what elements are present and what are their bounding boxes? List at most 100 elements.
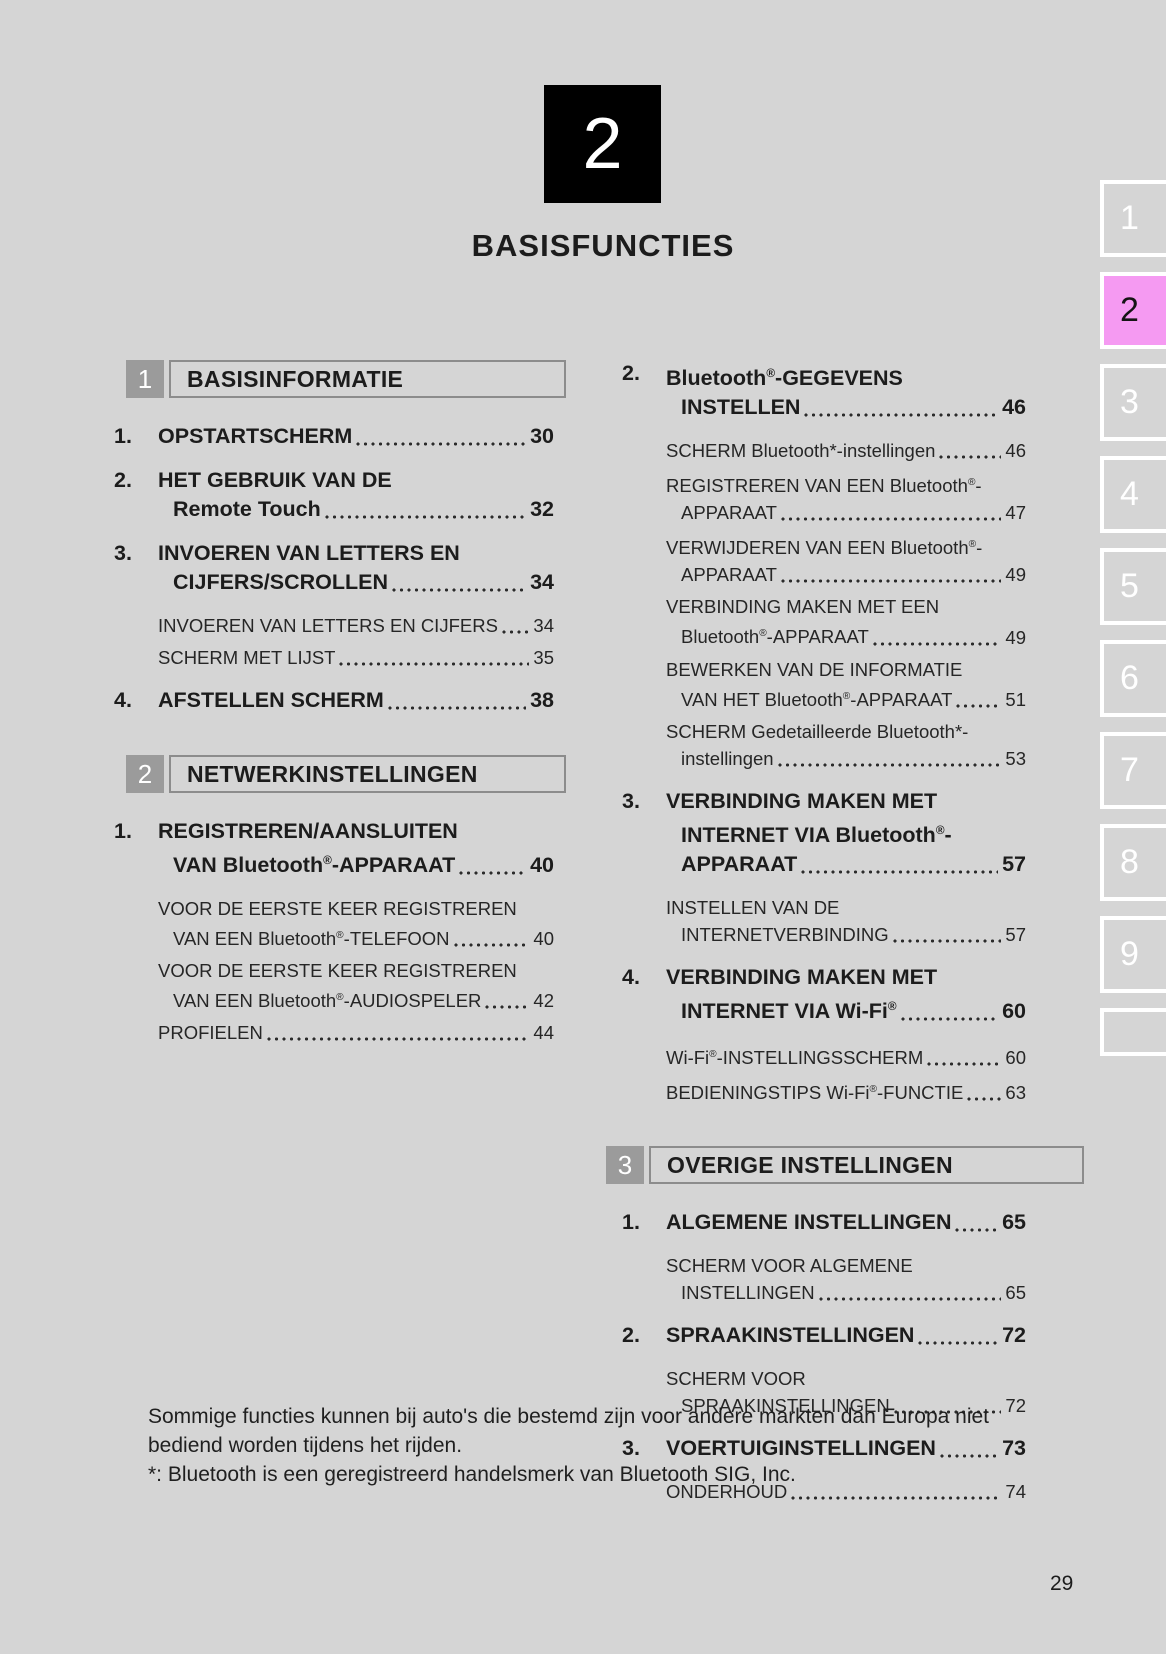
entry-line: SCHERM VOOR ALGEMENE bbox=[666, 1252, 1026, 1279]
footer-note-driving: Sommige functies kunnen bij auto's die b… bbox=[148, 1405, 989, 1457]
entry-line: VERBINDING MAKEN MET bbox=[666, 787, 1026, 816]
entry-text: INTERNET VIA Wi-Fi® bbox=[681, 998, 897, 1024]
entry-page-number: 46 bbox=[1005, 440, 1026, 462]
entry-line: OPSTARTSCHERM 30 bbox=[158, 422, 554, 451]
chapter-tab-5: 5 bbox=[1100, 548, 1166, 625]
entry-page-number: 49 bbox=[1005, 564, 1026, 586]
chapter-tab-1: 1 bbox=[1100, 180, 1166, 257]
dot-leader bbox=[939, 1453, 999, 1460]
entry-page-number: 44 bbox=[533, 1022, 554, 1044]
entry-text: instellingen bbox=[681, 747, 774, 769]
entry-page-number: 42 bbox=[533, 990, 554, 1012]
entry-text: VERBINDING MAKEN MET bbox=[666, 964, 938, 989]
entry-page-number: 34 bbox=[530, 570, 554, 594]
toc-entry: VERWIJDEREN VAN EEN Bluetooth®- APPARAAT 4… bbox=[622, 531, 1026, 588]
entry-page-number: 40 bbox=[533, 928, 554, 950]
dot-leader bbox=[453, 942, 530, 949]
entry-number: 4. bbox=[114, 688, 132, 712]
chapter-tab-3: 3 bbox=[1100, 364, 1166, 441]
entry-number bbox=[114, 612, 158, 639]
toc-entry: SCHERM VOOR ALGEMENE INSTELLINGEN 65 bbox=[622, 1252, 1026, 1306]
entry-line: SCHERM VOOR bbox=[666, 1365, 1026, 1392]
entry-page-number: 35 bbox=[533, 647, 554, 668]
section-number-badge: 1 bbox=[126, 360, 164, 398]
entry-page-number: 30 bbox=[530, 424, 554, 448]
entry-line: CIJFERS/SCROLLEN 34 bbox=[158, 568, 554, 597]
entry-line: VERWIJDEREN VAN EEN Bluetooth®- bbox=[666, 531, 1026, 561]
entry-body: OPSTARTSCHERM 30 bbox=[158, 422, 554, 451]
entry-page-number: 49 bbox=[1005, 626, 1026, 648]
section-header: 3 OVERIGE INSTELLINGEN bbox=[606, 1146, 1084, 1185]
entry-number: 3. bbox=[622, 788, 640, 813]
entry-line: VOOR DE EERSTE KEER REGISTREREN bbox=[158, 957, 554, 984]
entry-text: VAN EEN Bluetooth®-TELEFOON bbox=[173, 928, 450, 950]
toc-entry: INVOEREN VAN LETTERS EN CIJFERS 34 bbox=[114, 612, 554, 639]
entry-text: INSTELLEN VAN DE bbox=[666, 896, 840, 918]
toc-entry: BEDIENINGSTIPS Wi-Fi®-FUNCTIE 63 bbox=[622, 1076, 1026, 1106]
entry-text: Bluetooth®-APPARAAT bbox=[681, 626, 869, 648]
toc-column-right: 2. Bluetooth®-GEGEVENS INSTELLEN 46 SCHERM B… bbox=[606, 344, 1084, 1510]
entry-page-number: 32 bbox=[530, 497, 554, 521]
entry-number: 2. bbox=[622, 1323, 640, 1348]
dot-leader bbox=[818, 1296, 1002, 1303]
entry-line: BEWERKEN VAN DE INFORMATIE bbox=[666, 656, 1026, 683]
section-number-badge: 3 bbox=[606, 1146, 644, 1185]
section-header: 1 BASISINFORMATIE bbox=[126, 360, 566, 398]
entry-page-number: 72 bbox=[1005, 1395, 1026, 1417]
entry-number: 1. bbox=[114, 819, 132, 843]
toc-entry: 3. VOERTUIGINSTELLINGEN 73 bbox=[622, 1434, 1026, 1463]
entry-body: SCHERM Gedetailleerde Bluetooth*- instell… bbox=[666, 718, 1026, 772]
section-title: BASISINFORMATIE bbox=[169, 360, 566, 398]
entry-text: SCHERM MET LIJST bbox=[158, 647, 336, 668]
entry-page-number: 65 bbox=[1005, 1282, 1026, 1304]
dot-leader bbox=[387, 705, 527, 711]
entry-number bbox=[622, 1076, 666, 1106]
entry-text: VERWIJDEREN VAN EEN Bluetooth®- bbox=[666, 537, 983, 559]
entry-page-number: 57 bbox=[1002, 851, 1026, 876]
dot-leader bbox=[485, 1004, 530, 1011]
dot-leader bbox=[900, 1016, 999, 1023]
entry-line: INTERNETVERBINDING 57 bbox=[666, 921, 1026, 948]
entry-text: VAN Bluetooth®-APPARAAT bbox=[173, 853, 456, 878]
toc-entry: SCHERM VOOR SPRAAKINSTELLINGEN 72 bbox=[622, 1365, 1026, 1419]
entry-number: 1. bbox=[114, 424, 132, 448]
entry-text: INTERNET VIA Bluetooth®- bbox=[681, 822, 952, 847]
entry-body: ALGEMENE INSTELLINGEN 65 bbox=[666, 1208, 1026, 1237]
entry-body: INVOEREN VAN LETTERS EN CIJFERS/SCROLLEN 3… bbox=[158, 539, 554, 597]
chapter-number-box: 2 bbox=[544, 85, 661, 203]
entry-page-number: 73 bbox=[1002, 1436, 1026, 1461]
toc-entry: VOOR DE EERSTE KEER REGISTREREN VAN EEN B… bbox=[114, 957, 554, 1014]
entry-line: INTERNET VIA Bluetooth®- bbox=[666, 816, 1026, 850]
entry-line: VERBINDING MAKEN MET EEN bbox=[666, 593, 1026, 620]
dot-leader bbox=[324, 514, 527, 520]
entry-line: ALGEMENE INSTELLINGEN 65 bbox=[666, 1208, 1026, 1237]
dot-leader bbox=[872, 640, 1002, 647]
entry-number bbox=[622, 437, 666, 464]
chapter-number: 2 bbox=[582, 104, 623, 184]
section-number-badge: 2 bbox=[126, 755, 164, 793]
entry-line: INSTELLINGEN 65 bbox=[666, 1279, 1026, 1306]
entry-line: ONDERHOUD 74 bbox=[666, 1478, 1026, 1505]
entry-page-number: 47 bbox=[1005, 502, 1026, 524]
toc-entry: 3. INVOEREN VAN LETTERS EN CIJFERS/SCROLLE… bbox=[114, 539, 554, 597]
entry-text: APPARAAT bbox=[681, 502, 777, 524]
entry-line: INVOEREN VAN LETTERS EN CIJFERS 34 bbox=[158, 612, 554, 639]
dot-leader bbox=[939, 454, 1002, 461]
entry-page-number: 34 bbox=[533, 615, 554, 636]
entry-line: SPRAAKINSTELLINGEN 72 bbox=[666, 1392, 1026, 1419]
toc-entry: REGISTREREN VAN EEN Bluetooth®- APPARAAT 4… bbox=[622, 469, 1026, 526]
dot-leader bbox=[791, 1495, 1002, 1502]
entry-line: REGISTREREN VAN EEN Bluetooth®- bbox=[666, 469, 1026, 499]
dot-leader bbox=[918, 1340, 999, 1347]
entry-line: INSTELLEN VAN DE bbox=[666, 894, 1026, 921]
entry-body: INVOEREN VAN LETTERS EN CIJFERS 34 bbox=[158, 612, 554, 639]
dot-leader bbox=[955, 1227, 999, 1234]
entry-text: APPARAAT bbox=[681, 851, 798, 876]
toc-entry: 4. AFSTELLEN SCHERM 38 bbox=[114, 686, 554, 715]
dot-leader bbox=[459, 870, 527, 877]
entry-page-number: 57 bbox=[1005, 923, 1026, 945]
entry-text: INTERNETVERBINDING bbox=[681, 923, 889, 945]
entry-line: VOOR DE EERSTE KEER REGISTREREN bbox=[158, 895, 554, 922]
entry-page-number: 74 bbox=[1005, 1481, 1026, 1503]
